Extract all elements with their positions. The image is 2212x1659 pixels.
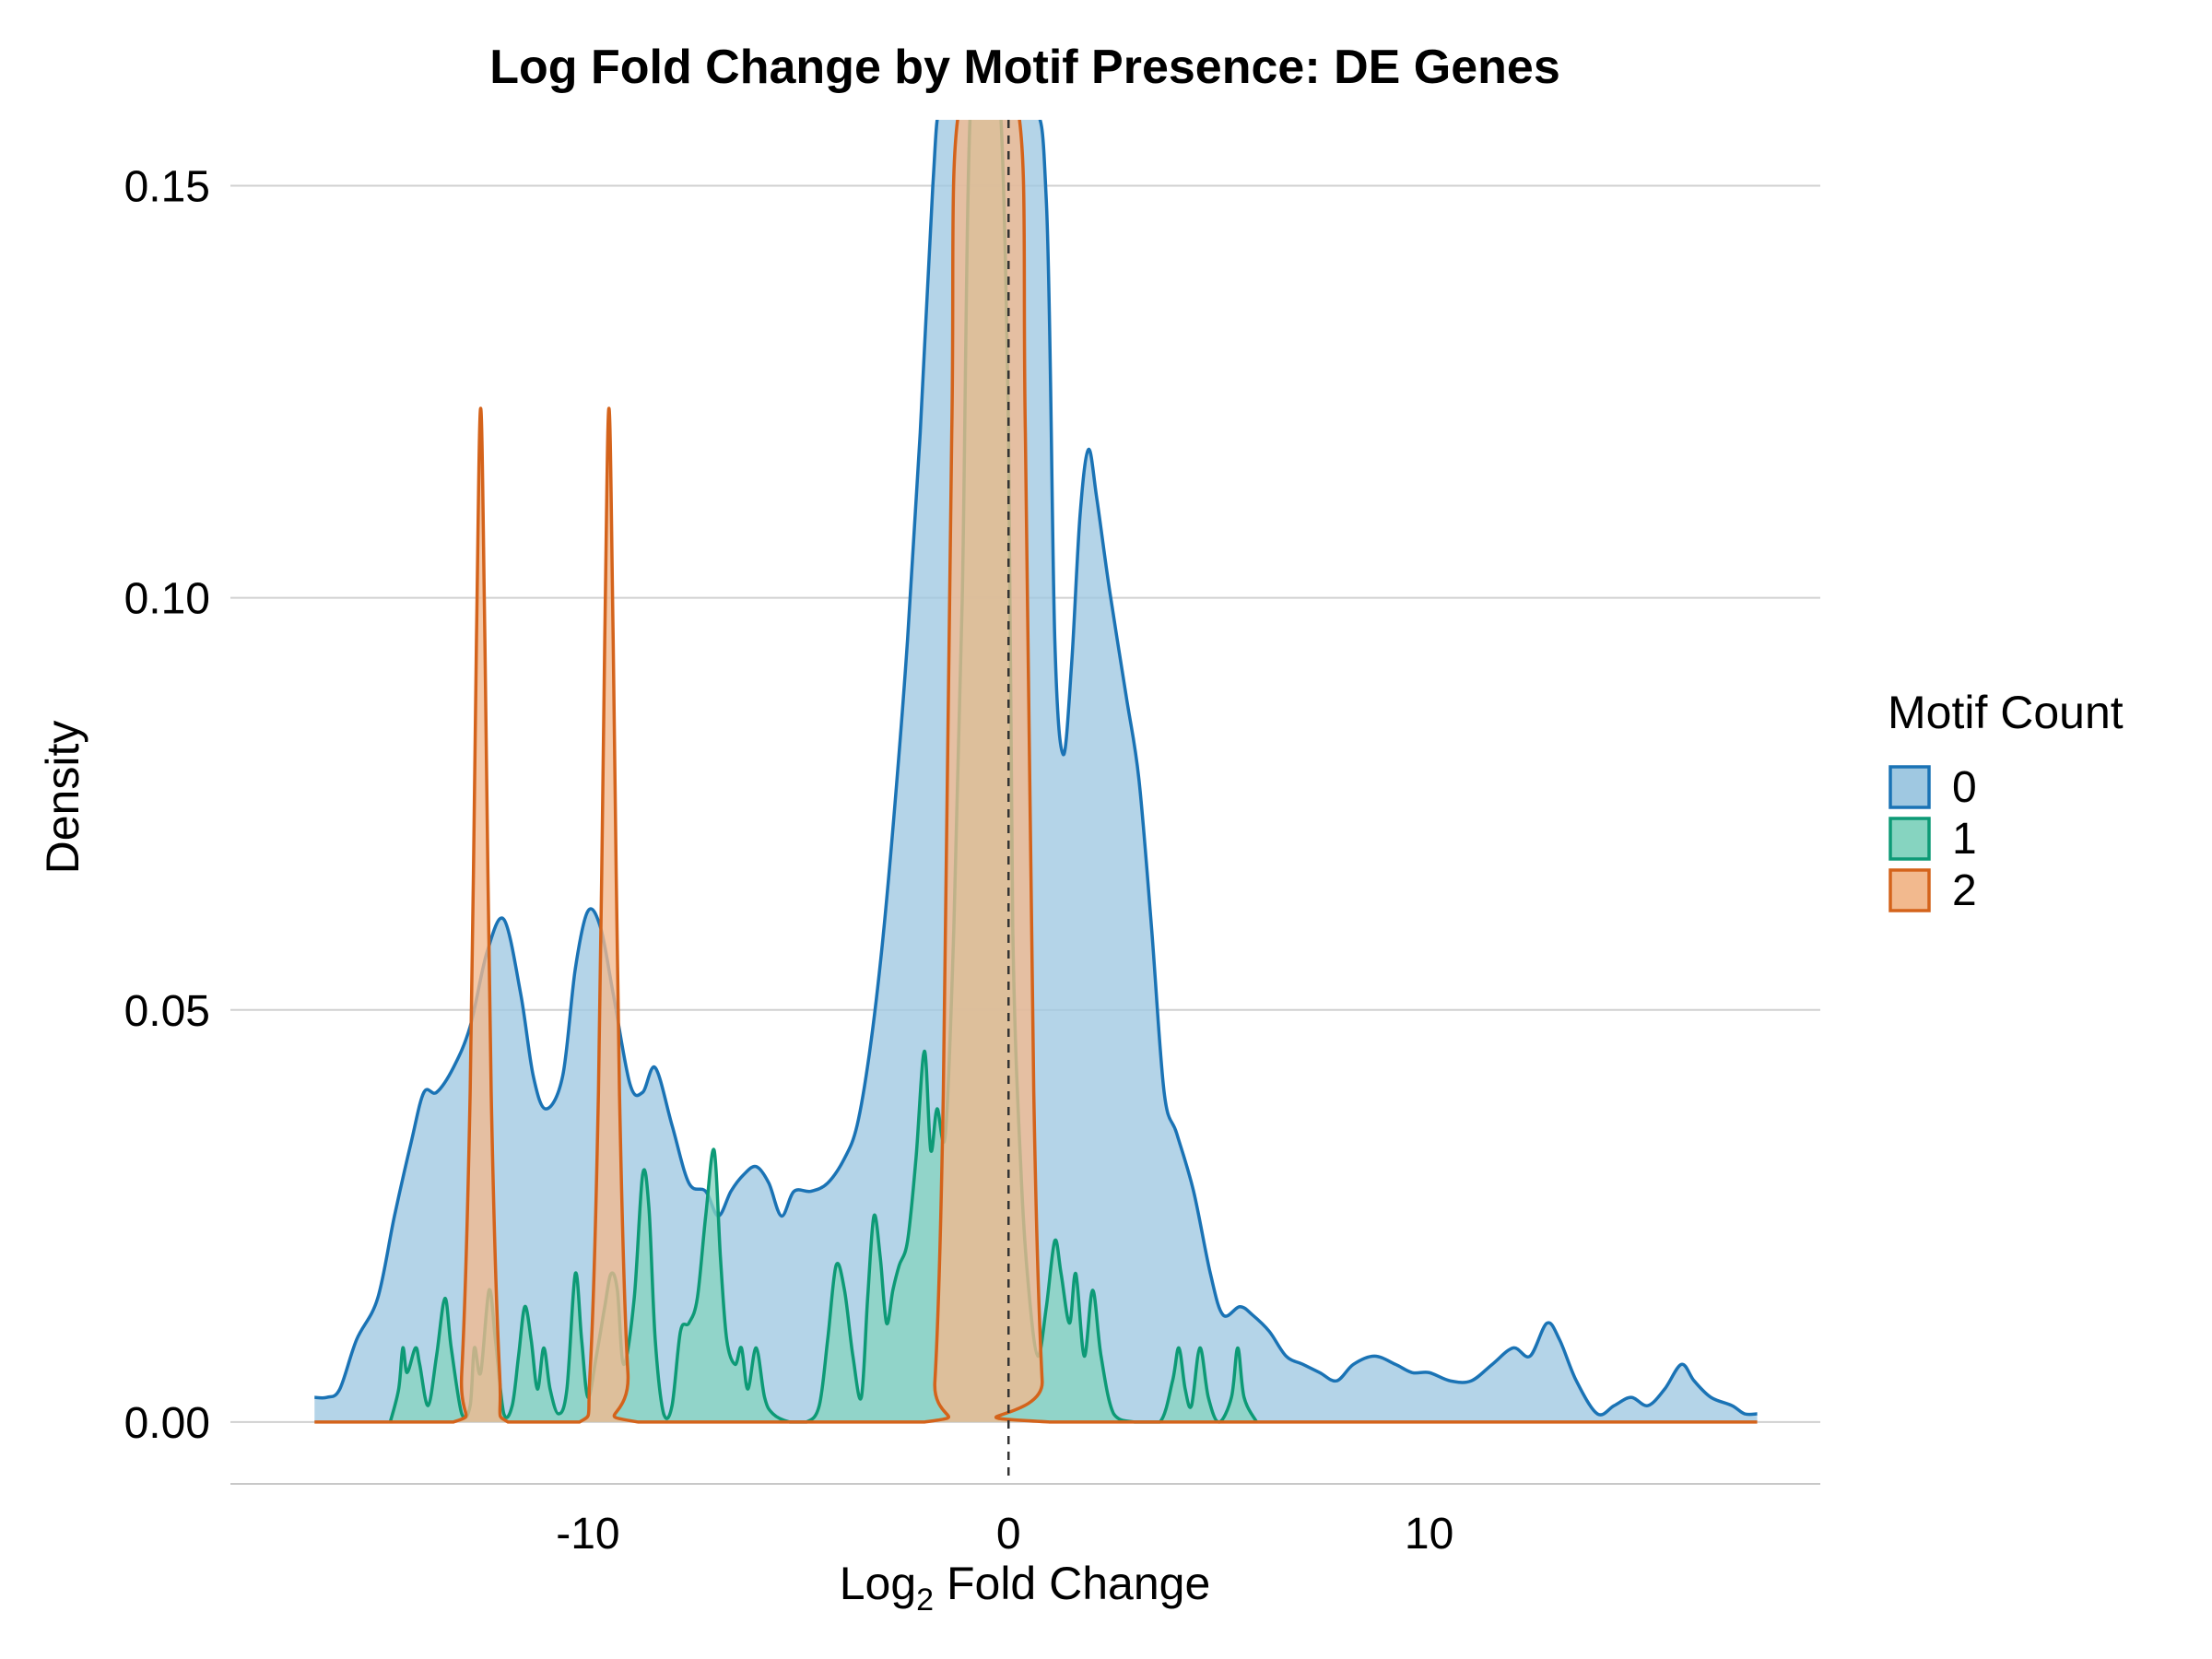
x-axis-title-subscript: 2 [916,1583,934,1618]
legend-swatch-motif-1 [1888,817,1931,861]
x-axis-title: Log2 Fold Change [840,1558,1211,1618]
y-tick-label: 0.15 [124,163,210,212]
legend-label-motif-0: 0 [1952,763,1977,812]
legend: Motif Count 012 [1888,687,2124,915]
y-axis-title: Density [37,721,88,875]
chart-title: Log Fold Change by Motif Presence: DE Ge… [489,41,1560,94]
density-line-motif-1 [388,120,1259,1424]
density-line-motif-0 [314,120,1758,1417]
x-tick-label: 0 [996,1510,1021,1559]
legend-label-motif-1: 1 [1952,815,1977,864]
density-areas [314,120,1758,1424]
legend-swatch-motif-2 [1888,868,1931,912]
legend-label-motif-2: 2 [1952,866,1977,915]
x-tick-label: -10 [556,1510,619,1559]
y-tick-label: 0.00 [124,1399,210,1448]
y-tick-label: 0.10 [124,575,210,624]
legend-items: 012 [1888,763,1977,915]
density-area-motif-0 [314,120,1758,1422]
x-axis-title-base: Log [840,1558,916,1609]
x-axis-title-rest: Fold Change [934,1558,1210,1609]
y-tick-label: 0.05 [124,987,210,1036]
tick-labels: 0.00 0.05 0.10 0.15 -10 0 10 [124,163,1454,1559]
legend-swatch-motif-0 [1888,765,1931,809]
legend-title: Motif Count [1888,687,2124,738]
density-line-motif-2 [314,120,1758,1424]
x-tick-label: 10 [1405,1510,1453,1559]
